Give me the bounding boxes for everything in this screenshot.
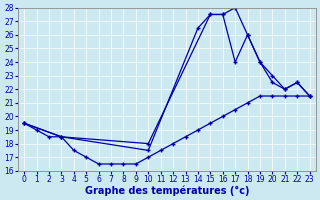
X-axis label: Graphe des températures (°c): Graphe des températures (°c) [85,185,249,196]
